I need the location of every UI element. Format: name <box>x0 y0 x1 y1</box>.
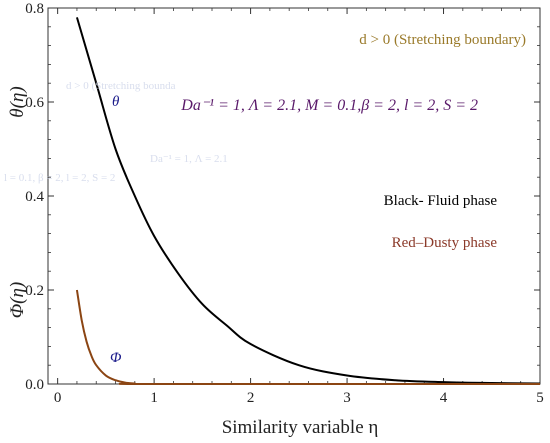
x-axis-title: Similarity variable η <box>222 417 379 438</box>
y-axis-title-phi: Φ(η) <box>7 282 28 319</box>
faint-background-text-3: l = 0.1, β = 2, l = 2, S = 2 <box>4 172 116 184</box>
x-tick-label: 4 <box>440 390 448 406</box>
x-tick-label: 1 <box>150 390 158 406</box>
condition-annotation: d > 0 (Stretching boundary) <box>359 32 526 48</box>
fluid-phase-label: Black- Fluid phase <box>384 193 498 209</box>
series-lines <box>75 17 541 386</box>
x-tick-label: 2 <box>247 390 255 406</box>
y-axis-ticks: 0.0 0.2 0.4 0.6 0.8 <box>25 1 540 393</box>
faint-background-text-1: d > 0 (Stretching bounda <box>66 80 176 92</box>
y-tick-label: 0.2 <box>25 283 44 299</box>
y-axis-title-theta: θ(η) <box>7 86 28 117</box>
faint-background-text-2: Da⁻¹ = 1, Λ = 2.1 <box>150 153 228 165</box>
x-tick-label: 0 <box>54 390 62 406</box>
phi-curve-label: Φ <box>110 350 122 366</box>
theta-fluid-phase-line <box>75 17 541 385</box>
x-tick-label: 5 <box>536 390 544 406</box>
y-tick-label: 0.4 <box>25 189 44 205</box>
dusty-phase-label: Red–Dusty phase <box>392 235 498 251</box>
y-tick-label: 0.6 <box>25 95 44 111</box>
y-tick-label: 0.8 <box>25 1 44 17</box>
parameters-annotation: Da⁻¹ = 1, Λ = 2.1, M = 0.1,β = 2, l = 2,… <box>180 97 478 114</box>
y-tick-label: 0.0 <box>25 377 44 393</box>
phi-dusty-phase-line <box>75 289 541 386</box>
theta-curve-label: θ <box>112 94 120 110</box>
x-tick-label: 3 <box>343 390 351 406</box>
